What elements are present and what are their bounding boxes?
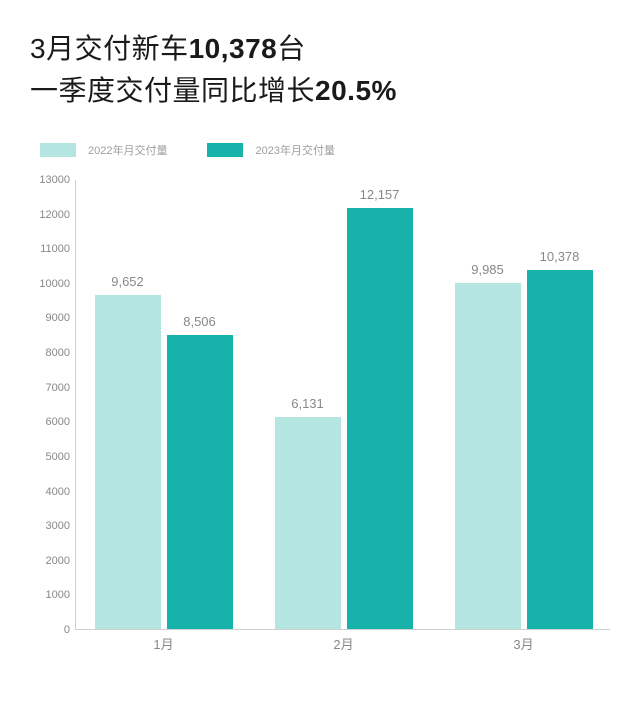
bar-label: 12,157 xyxy=(360,187,400,202)
bar xyxy=(527,270,593,629)
bar-label: 9,652 xyxy=(111,274,144,289)
chart: 0 1000 2000 3000 4000 5000 6000 7000 8000 9000 100… xyxy=(30,180,610,660)
bar xyxy=(95,295,161,629)
page: 3月交付新车10,378台 一季度交付量同比增长20.5% 2022年月交付量 … xyxy=(0,0,640,719)
y-tick: 0 xyxy=(30,624,70,636)
title-line1-suffix: 台 xyxy=(277,33,306,64)
y-tick: 2000 xyxy=(30,555,70,567)
y-tick: 4000 xyxy=(30,486,70,498)
y-tick: 11000 xyxy=(30,243,70,255)
legend-swatch-2023 xyxy=(207,143,243,157)
y-tick: 9000 xyxy=(30,312,70,324)
x-tick: 1月 xyxy=(153,634,173,653)
bar xyxy=(347,208,413,629)
bar-label: 6,131 xyxy=(291,396,324,411)
y-tick: 8000 xyxy=(30,347,70,359)
x-tick: 3月 xyxy=(513,634,533,653)
x-tick: 2月 xyxy=(333,634,353,653)
legend-item-2022: 2022年月交付量 xyxy=(40,142,167,158)
bar xyxy=(455,283,521,629)
y-tick: 1000 xyxy=(30,589,70,601)
legend-swatch-2022 xyxy=(40,143,76,157)
bar-label: 8,506 xyxy=(183,314,216,329)
title-line1-prefix: 3月交付新车 xyxy=(30,33,189,64)
bar xyxy=(167,335,233,629)
legend-label-2022: 2022年月交付量 xyxy=(88,142,167,158)
legend: 2022年月交付量 2023年月交付量 xyxy=(30,142,610,158)
bar-label: 10,378 xyxy=(540,249,580,264)
title-line2-prefix: 一季度交付量同比增长 xyxy=(30,75,315,106)
bar xyxy=(275,417,341,629)
legend-item-2023: 2023年月交付量 xyxy=(207,142,334,158)
y-tick: 3000 xyxy=(30,520,70,532)
y-tick: 7000 xyxy=(30,382,70,394)
y-tick: 6000 xyxy=(30,416,70,428)
title-line2-bold: 20.5% xyxy=(315,75,397,106)
y-tick: 13000 xyxy=(30,174,70,186)
bar-label: 9,985 xyxy=(471,262,504,277)
legend-label-2023: 2023年月交付量 xyxy=(255,142,334,158)
y-tick: 10000 xyxy=(30,278,70,290)
y-tick: 12000 xyxy=(30,209,70,221)
title-line1-bold: 10,378 xyxy=(189,33,278,64)
plot-area: 1月9,6528,5062月6,13112,1573月9,98510,378 xyxy=(75,180,610,630)
page-title: 3月交付新车10,378台 一季度交付量同比增长20.5% xyxy=(30,28,610,112)
y-tick: 5000 xyxy=(30,451,70,463)
